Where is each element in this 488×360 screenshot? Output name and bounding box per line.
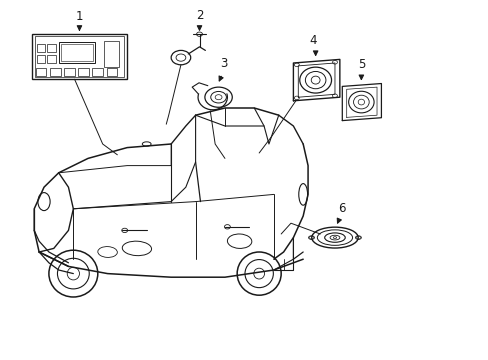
- Bar: [92, 68, 103, 76]
- Bar: [37, 55, 45, 63]
- Bar: [59, 42, 95, 63]
- Bar: [32, 34, 127, 79]
- Bar: [106, 68, 117, 76]
- Bar: [104, 41, 119, 67]
- Bar: [47, 55, 56, 63]
- Bar: [61, 44, 93, 61]
- Text: 2: 2: [195, 9, 203, 22]
- Text: 3: 3: [220, 57, 227, 70]
- Text: 4: 4: [309, 34, 316, 47]
- Bar: [50, 68, 61, 76]
- Bar: [47, 44, 56, 52]
- Text: 1: 1: [76, 10, 83, 23]
- Text: 5: 5: [357, 58, 365, 71]
- Bar: [64, 68, 75, 76]
- Bar: [35, 36, 124, 77]
- Bar: [78, 68, 89, 76]
- Bar: [37, 44, 45, 52]
- Bar: [36, 68, 46, 76]
- Text: 6: 6: [338, 202, 346, 215]
